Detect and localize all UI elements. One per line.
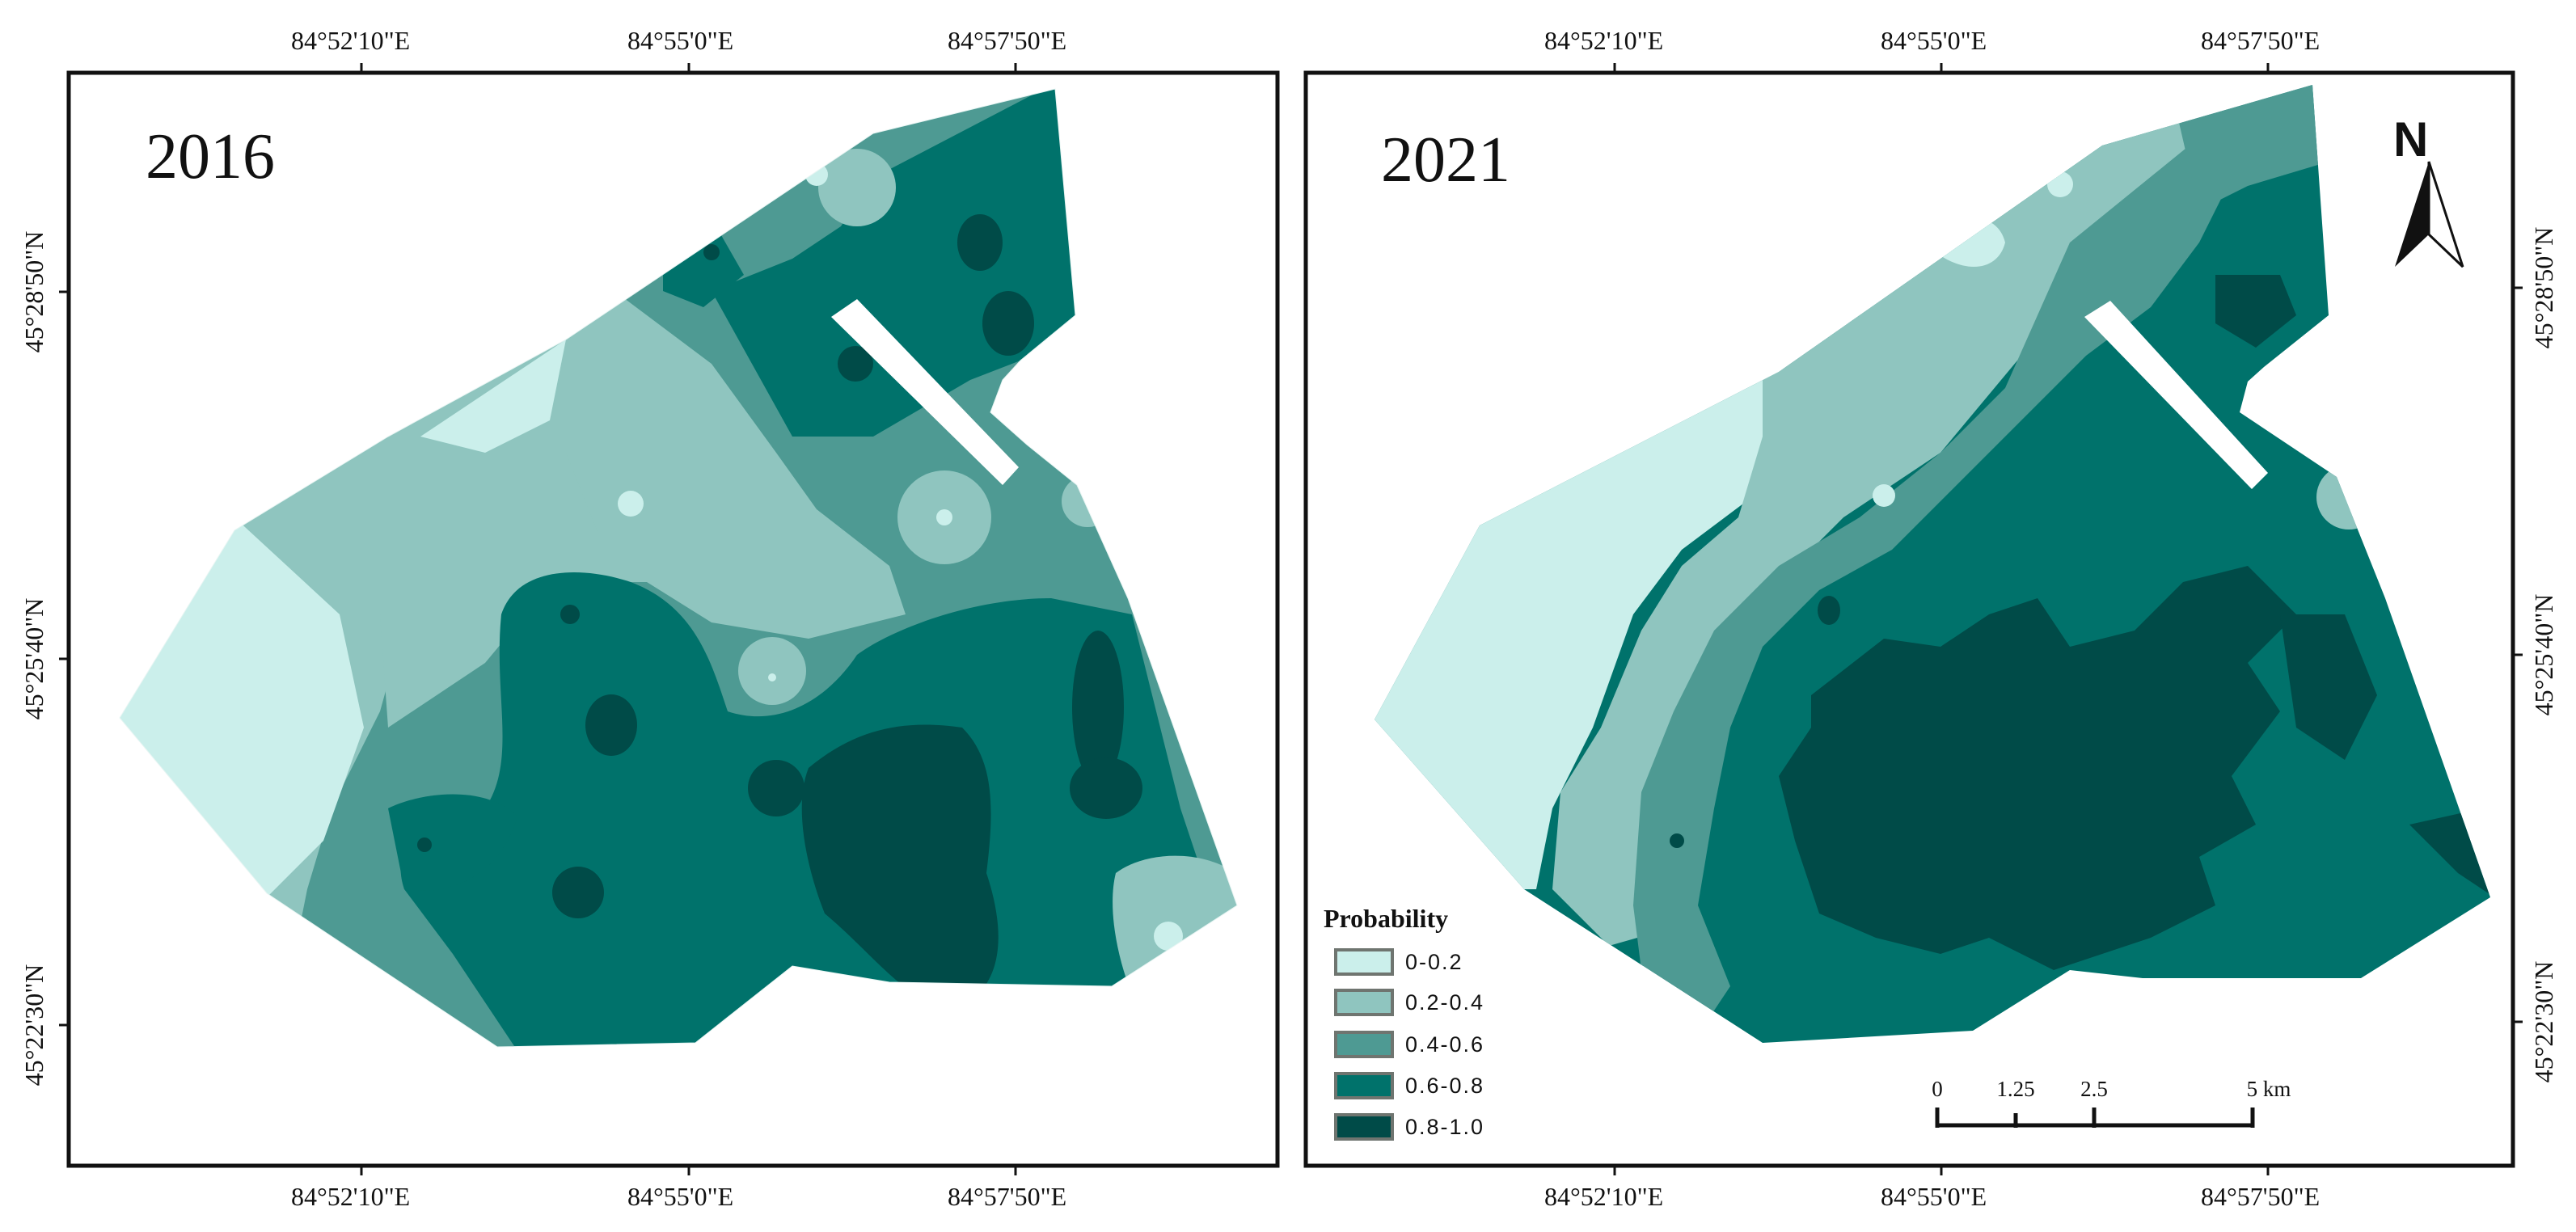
- scale-bar: [1935, 1108, 2255, 1128]
- graticule-ticks: [59, 63, 2523, 1175]
- north-arrow-icon: [2395, 161, 2464, 268]
- lon-label-bottom-5: 84°55'0"E: [1881, 1182, 1987, 1211]
- legend-label: 0-0.2: [1405, 949, 1463, 974]
- map-year-2016: 2016: [146, 121, 275, 192]
- lon-label-top-2: 84°55'0"E: [627, 26, 734, 55]
- lon-label-top-1: 84°52'10"E: [291, 26, 411, 55]
- legend-swatch: [1334, 1031, 1394, 1058]
- legend-swatch: [1334, 1113, 1394, 1141]
- lon-label-bottom-2: 84°55'0"E: [627, 1182, 734, 1211]
- legend-title: Probability: [1324, 904, 1449, 933]
- legend-swatch: [1334, 948, 1394, 976]
- lat-label-left-1: 45°28'50"N: [19, 230, 49, 353]
- scale-label: 2.5: [2080, 1077, 2108, 1101]
- lon-label-top-4: 84°52'10"E: [1544, 26, 1664, 55]
- lat-label-left-2: 45°25'40"N: [19, 597, 49, 720]
- lon-label-top-5: 84°55'0"E: [1881, 26, 1987, 55]
- legend-label: 0.4-0.6: [1405, 1032, 1485, 1057]
- lat-label-left-3: 45°22'30"N: [19, 964, 49, 1086]
- lon-label-bottom-1: 84°52'10"E: [291, 1182, 411, 1211]
- north-arrow-label: N: [2393, 112, 2429, 167]
- legend-swatch: [1334, 1072, 1394, 1099]
- scale-label: 0: [1932, 1077, 1943, 1101]
- lat-label-right-1: 45°28'50"N: [2529, 226, 2558, 349]
- legend-label: 0.6-0.8: [1405, 1073, 1485, 1098]
- legend-swatch: [1334, 989, 1394, 1016]
- legend-item: 0.4-0.6: [1334, 1028, 1484, 1061]
- lon-label-bottom-4: 84°52'10"E: [1544, 1182, 1664, 1211]
- lon-label-bottom-6: 84°57'50"E: [2201, 1182, 2321, 1211]
- legend-label: 0.8-1.0: [1405, 1114, 1485, 1139]
- lon-label-top-3: 84°57'50"E: [948, 26, 1067, 55]
- lon-label-bottom-3: 84°57'50"E: [948, 1182, 1067, 1211]
- lat-label-right-2: 45°25'40"N: [2529, 593, 2558, 716]
- legend-item: 0.6-0.8: [1334, 1070, 1484, 1102]
- lon-label-top-6: 84°57'50"E: [2201, 26, 2321, 55]
- map-year-2021: 2021: [1381, 124, 1510, 196]
- legend-label: 0.2-0.4: [1405, 989, 1485, 1015]
- scale-label: 1.25: [1996, 1077, 2035, 1101]
- lat-label-right-3: 45°22'30"N: [2529, 960, 2558, 1083]
- legend-item: 0-0.2: [1334, 946, 1463, 978]
- legend-item: 0.8-1.0: [1334, 1111, 1484, 1143]
- legend-item: 0.2-0.4: [1334, 986, 1484, 1019]
- scale-label: 5 km: [2246, 1077, 2291, 1101]
